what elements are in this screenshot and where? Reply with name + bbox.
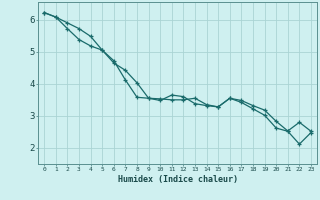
X-axis label: Humidex (Indice chaleur): Humidex (Indice chaleur) [118, 175, 238, 184]
